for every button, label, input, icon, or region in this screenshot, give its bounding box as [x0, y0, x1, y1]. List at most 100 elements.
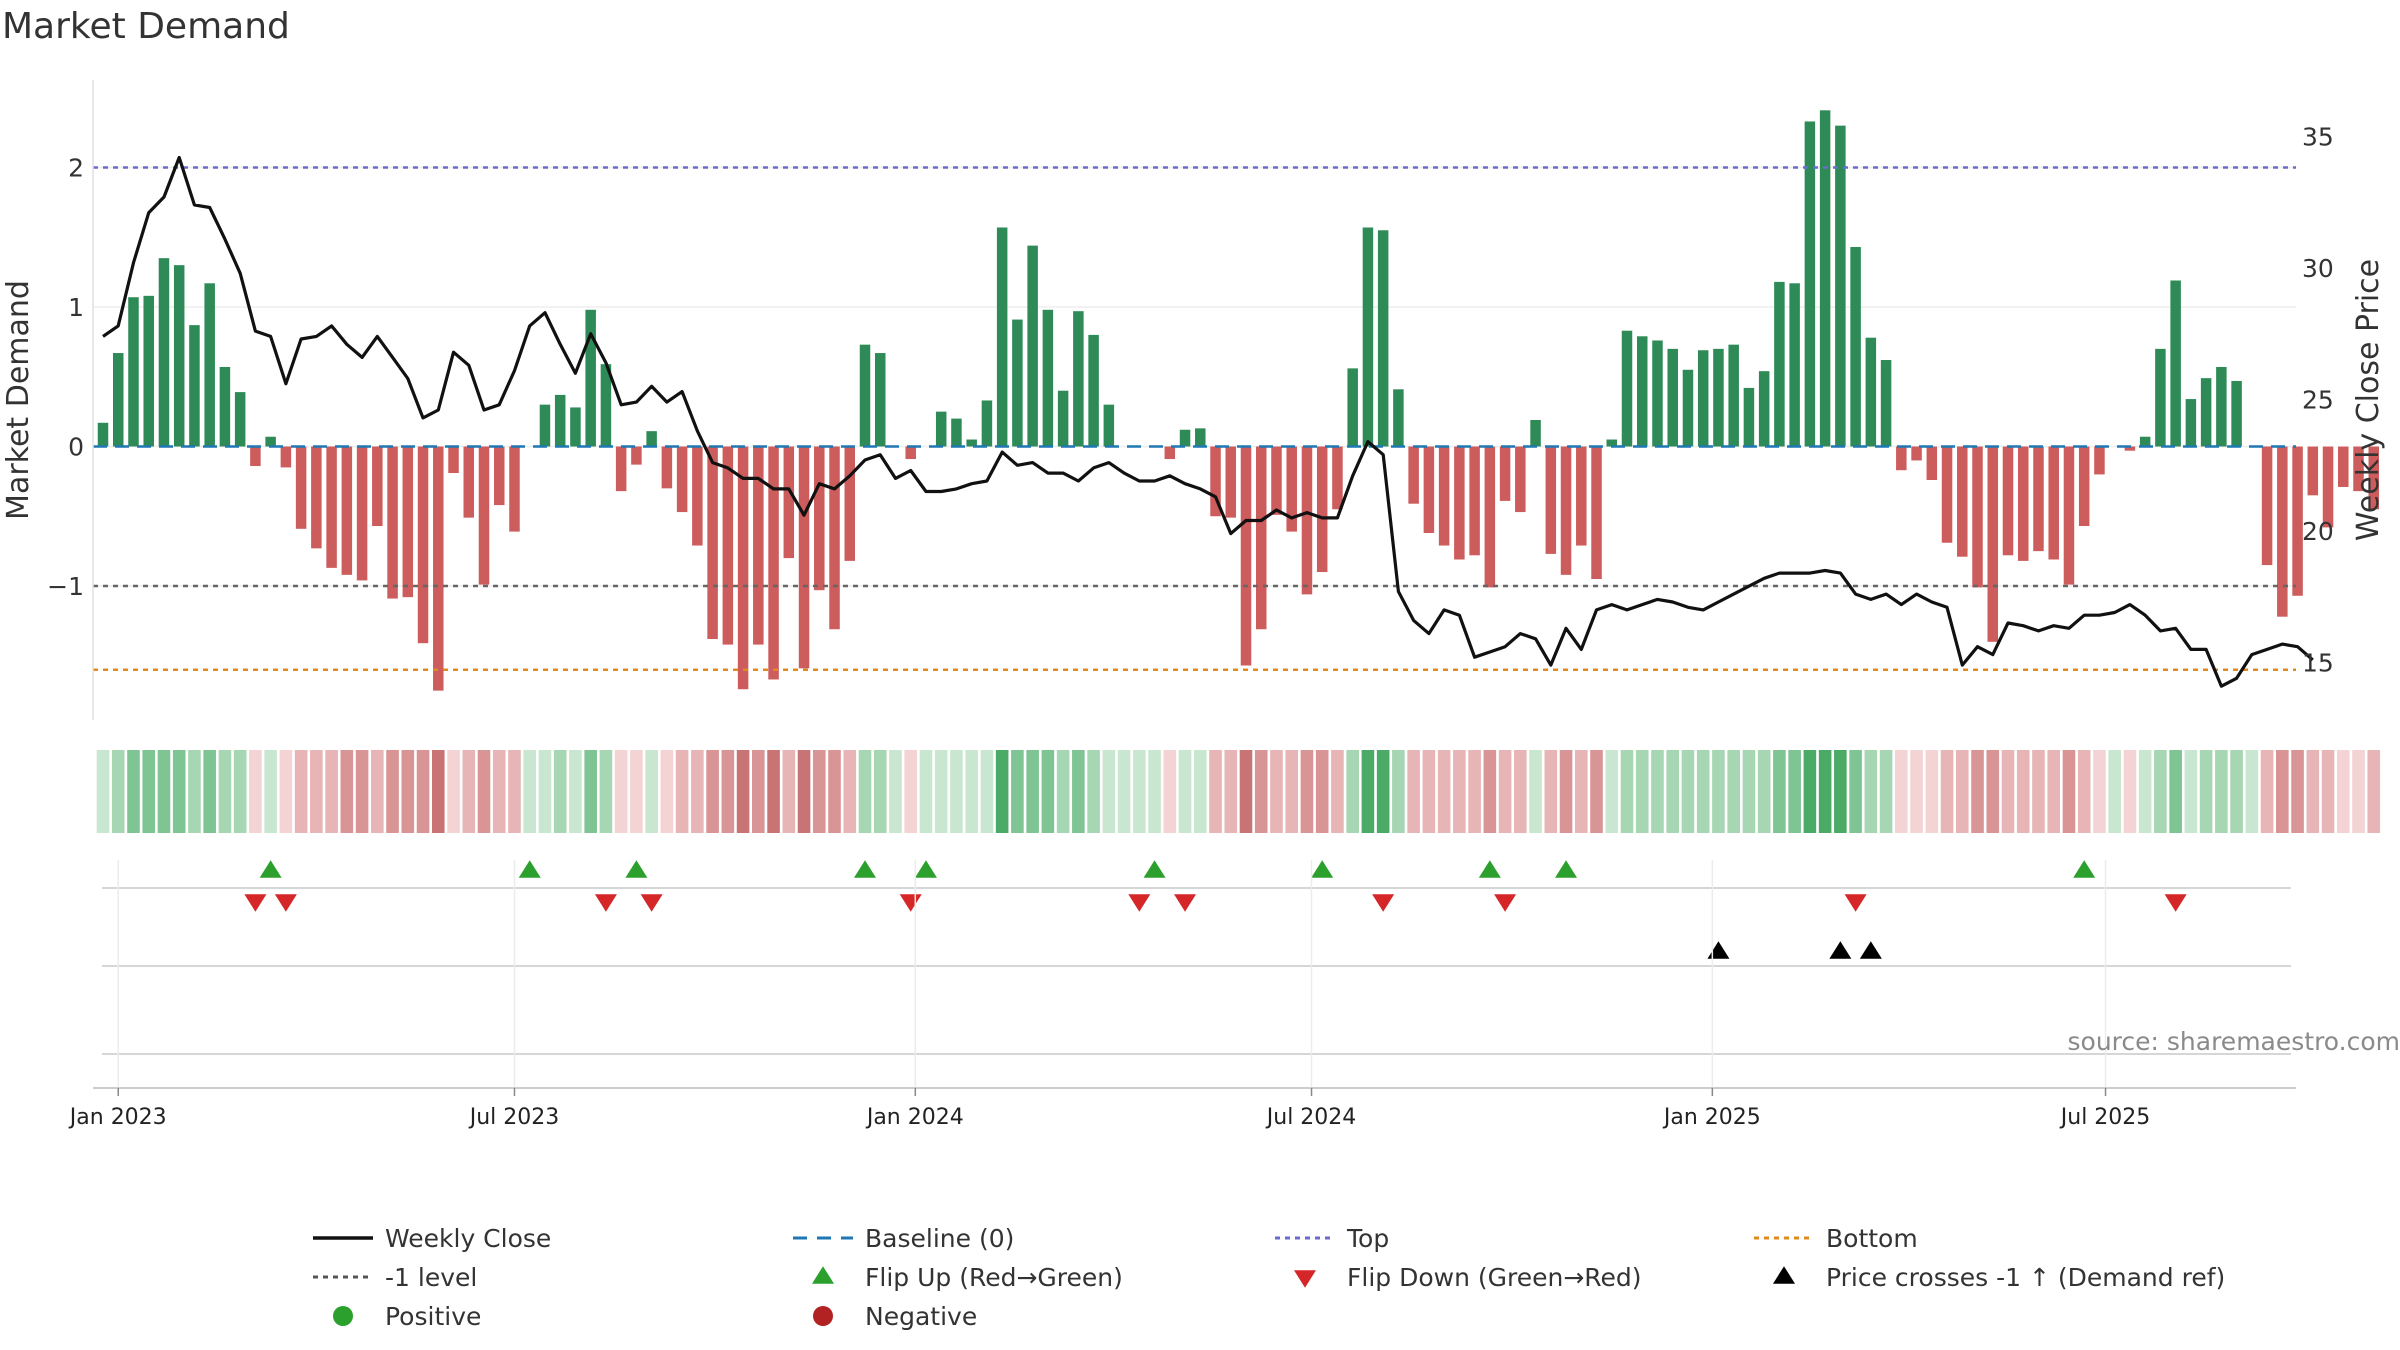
- flip-down-marker: [899, 894, 922, 912]
- heat-cell: [157, 750, 171, 833]
- legend-label: -1 level: [385, 1263, 477, 1292]
- heat-cell: [919, 750, 933, 833]
- demand-bar: [737, 446, 749, 690]
- flip-down-marker: [1844, 894, 1867, 912]
- y-tick-label: 2: [68, 154, 84, 183]
- price-cross-marker: [1859, 941, 1882, 959]
- price-cross-marker: [1829, 941, 1852, 959]
- demand-bar: [692, 446, 703, 546]
- heat-cell: [2199, 750, 2213, 833]
- demand-bar: [280, 446, 292, 468]
- heat-cell: [675, 750, 689, 833]
- demand-bar: [356, 446, 368, 581]
- legend-item: Flip Down (Green→Red): [1294, 1263, 1642, 1292]
- legend-label: Top: [1346, 1224, 1389, 1253]
- heat-cell: [249, 750, 262, 833]
- demand-bar: [97, 422, 109, 447]
- demand-bar: [1621, 330, 1633, 447]
- heat-cell: [1986, 750, 2000, 833]
- demand-bar: [2292, 446, 2303, 596]
- heat-cell: [2047, 750, 2061, 833]
- flip-up-marker: [914, 860, 937, 878]
- heat-cell: [1178, 750, 1192, 833]
- heat-cell: [371, 750, 384, 833]
- demand-bar: [981, 400, 993, 447]
- heat-cell: [416, 750, 430, 833]
- heat-cell: [995, 750, 1009, 833]
- flip-up-marker: [1478, 860, 1501, 878]
- y2-ticks: 35 30 25 20 15: [2302, 123, 2334, 678]
- demand-bar: [189, 325, 200, 447]
- heat-cell: [1163, 750, 1177, 833]
- legend: Weekly Close Baseline (0) Top Bottom -1 leve…: [313, 1224, 2225, 1331]
- demand-bar: [570, 407, 581, 447]
- heat-cell: [1559, 750, 1573, 833]
- demand-bar: [1362, 227, 1374, 447]
- demand-bar: [554, 394, 566, 447]
- marker-rows-vertical-grid: [117, 860, 2107, 1088]
- demand-bar: [905, 446, 916, 460]
- demand-bar: [1210, 446, 1221, 517]
- legend-item: Flip Up (Red→Green): [812, 1263, 1123, 1292]
- heat-cell: [1422, 750, 1436, 833]
- heat-cell: [477, 750, 491, 833]
- demand-bar: [1636, 336, 1648, 447]
- heat-cell: [1544, 750, 1558, 833]
- heat-cell: [1940, 750, 1954, 833]
- heat-cell: [782, 750, 796, 833]
- demand-bar: [1499, 446, 1511, 501]
- demand-bar: [1667, 348, 1678, 447]
- demand-bar: [1347, 368, 1358, 447]
- heat-cell: [1193, 750, 1207, 833]
- flip-up-marker: [1555, 860, 1578, 878]
- flip-down-marker: [244, 894, 267, 912]
- heat-cell: [1407, 750, 1420, 833]
- flip-down-marker: [274, 894, 297, 912]
- y-ticks: 2 1 0 −1: [47, 154, 84, 602]
- demand-bar: [2185, 399, 2197, 447]
- demand-bar: [493, 446, 505, 506]
- heat-cell: [1773, 750, 1786, 833]
- demand-bar: [326, 446, 337, 568]
- demand-bar: [387, 446, 398, 599]
- demand-bar: [2307, 446, 2319, 496]
- demand-bar: [1164, 446, 1176, 460]
- y-tick-label: −1: [47, 572, 84, 601]
- heat-cell: [1498, 750, 1512, 833]
- heat-cell: [2154, 750, 2167, 833]
- heat-cell: [614, 750, 628, 833]
- heat-cell: [1971, 750, 1984, 833]
- heat-cell: [1879, 750, 1893, 833]
- heat-cell: [2032, 750, 2045, 833]
- demand-bar: [1804, 121, 1816, 447]
- legend-label: Positive: [385, 1302, 481, 1331]
- heat-cell: [721, 750, 735, 833]
- demand-bar: [1423, 446, 1435, 533]
- heat-cell: [599, 750, 613, 833]
- flip-up-marker: [1143, 860, 1166, 878]
- demand-bar: [1697, 350, 1709, 447]
- heat-cell: [1392, 750, 1405, 833]
- legend-swatch: [1294, 1270, 1316, 1288]
- legend-item: Top: [1275, 1224, 1389, 1253]
- demand-bar: [204, 283, 215, 447]
- demand-bar: [1957, 446, 1968, 557]
- demand-bar: [1103, 404, 1115, 447]
- demand-heat-strip: [96, 750, 2381, 833]
- heat-cell: [1041, 750, 1055, 833]
- heat-cell: [1376, 750, 1390, 833]
- demand-bar: [2261, 446, 2273, 566]
- heat-cell: [1696, 750, 1710, 833]
- demand-bar: [509, 446, 520, 532]
- heat-cell: [1453, 750, 1466, 833]
- demand-bar: [1972, 446, 1983, 588]
- heat-cell: [889, 750, 902, 833]
- demand-bar: [2002, 446, 2014, 556]
- heat-cell: [508, 750, 521, 833]
- price-cross-marker: [1707, 941, 1730, 959]
- heat-cell: [1072, 750, 1085, 833]
- heat-cell: [797, 750, 811, 833]
- demand-bar: [768, 446, 779, 680]
